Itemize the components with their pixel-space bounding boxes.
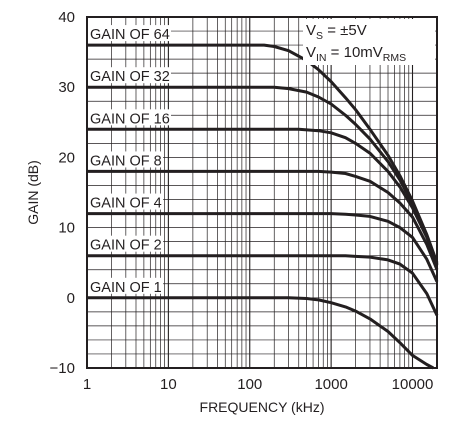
series-line xyxy=(87,127,439,267)
series-label-bg xyxy=(88,277,164,294)
y-tick-label: 20 xyxy=(58,149,75,166)
series-label-bg xyxy=(88,25,171,42)
series-lines xyxy=(87,43,439,370)
plot-frame xyxy=(86,16,438,369)
x-tick-label: 1 xyxy=(83,376,91,393)
series-line xyxy=(87,43,439,264)
series-line xyxy=(87,169,439,271)
x-axis-title: FREQUENCY (kHz) xyxy=(200,399,325,415)
annotation-bg xyxy=(303,19,435,65)
x-tick-labels: 1 10 100 1000 10000 xyxy=(83,376,434,393)
series-label-bg xyxy=(88,193,164,210)
annotation-input-voltage: VIN = 10mVRMS xyxy=(306,44,406,64)
y-tick-label: −10 xyxy=(50,360,75,377)
series-line xyxy=(87,296,435,370)
x-tick-label: 1000 xyxy=(314,376,347,393)
y-tick-label: 30 xyxy=(58,79,75,96)
series-label: GAIN OF 1 xyxy=(90,280,162,296)
x-tick-label: 10000 xyxy=(392,376,434,393)
series-line xyxy=(87,85,439,265)
series-label: GAIN OF 32 xyxy=(90,69,170,85)
series-label: GAIN OF 4 xyxy=(90,196,162,212)
annotation-supply-voltage: VS = ±5V xyxy=(306,22,367,42)
series-label-bg xyxy=(88,151,164,168)
series-label: GAIN OF 2 xyxy=(90,238,162,254)
series-label-bg xyxy=(88,235,164,252)
y-axis-title: GAIN (dB) xyxy=(25,160,41,225)
series-label: GAIN OF 16 xyxy=(90,111,170,127)
y-tick-label: 0 xyxy=(67,290,75,307)
series-labels: GAIN OF 64 GAIN OF 32 GAIN OF 16 GAIN OF 8 G… xyxy=(88,25,171,296)
series-label: GAIN OF 64 xyxy=(90,27,170,43)
y-tick-labels: −10 0 10 20 30 40 xyxy=(50,9,75,377)
x-tick-label: 100 xyxy=(237,376,262,393)
y-tick-label: 10 xyxy=(58,220,75,237)
series-label-bg xyxy=(88,67,171,84)
series-label-bg xyxy=(88,109,171,126)
series-line xyxy=(87,254,439,317)
y-tick-label: 40 xyxy=(58,9,75,26)
x-tick-label: 10 xyxy=(160,376,177,393)
series-line xyxy=(87,212,439,283)
series-label: GAIN OF 8 xyxy=(90,153,162,169)
